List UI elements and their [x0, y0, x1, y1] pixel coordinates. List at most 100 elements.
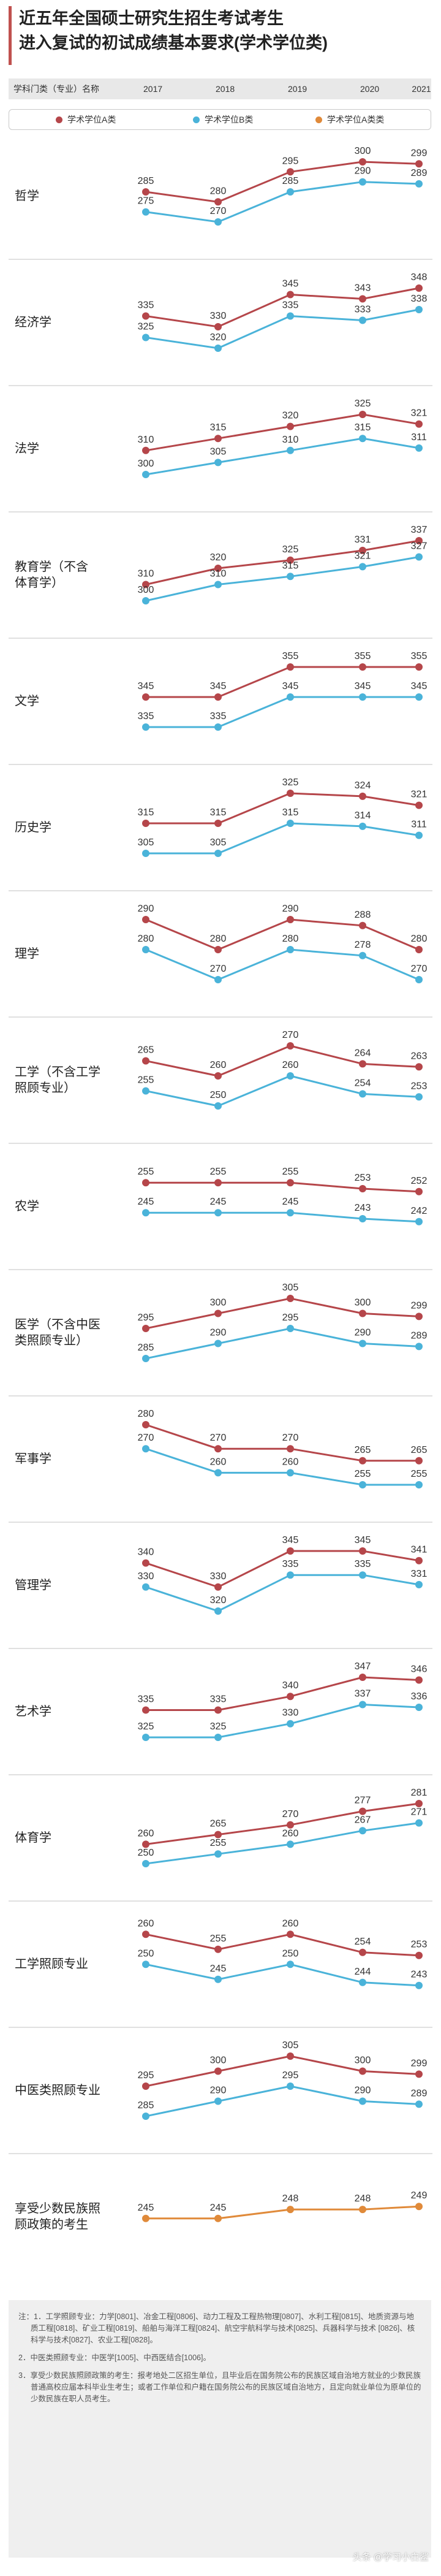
- data-label: 248: [282, 2193, 299, 2204]
- data-point: [415, 537, 423, 544]
- data-point: [359, 411, 366, 418]
- data-label: 280: [138, 934, 154, 944]
- data-label: 280: [138, 1409, 154, 1419]
- page-title-line-2: 进入复试的初试成绩基本要求(学术学位类): [19, 34, 328, 52]
- title-block: 近五年全国硕士研究生招生考试考生 进入复试的初试成绩基本要求(学术学位类): [9, 6, 431, 65]
- data-point: [214, 1072, 222, 1080]
- series-line: [145, 308, 420, 349]
- data-point: [214, 1339, 222, 1347]
- data-point: [287, 1961, 294, 1968]
- data-point: [415, 160, 423, 168]
- data-point: [287, 946, 294, 953]
- data-point: [214, 435, 222, 443]
- data-point: [415, 284, 423, 292]
- data-label: 331: [411, 1569, 428, 1579]
- category-label: 法学: [15, 441, 39, 455]
- data-point: [214, 218, 222, 226]
- data-point: [142, 208, 149, 216]
- data-label: 280: [282, 934, 299, 944]
- series-line: [145, 181, 420, 223]
- category-label: 文学: [15, 694, 39, 708]
- data-point: [142, 1706, 149, 1714]
- data-point: [287, 312, 294, 320]
- data-label: 263: [411, 1051, 428, 1061]
- data-label: 267: [355, 1815, 371, 1825]
- data-label: 255: [355, 1469, 371, 1479]
- data-point: [287, 790, 294, 797]
- data-point: [142, 1421, 149, 1428]
- data-label: 310: [282, 435, 299, 445]
- data-point: [214, 459, 222, 467]
- data-label: 245: [210, 1964, 227, 1974]
- data-point: [142, 820, 149, 827]
- data-label: 321: [411, 408, 428, 419]
- data-point: [415, 306, 423, 313]
- data-label: 252: [411, 1176, 428, 1186]
- data-point: [359, 1547, 366, 1555]
- data-label: 340: [138, 1547, 154, 1558]
- data-label: 290: [210, 1328, 227, 1338]
- data-label: 245: [138, 1197, 154, 1207]
- legend-label-minority: 学术学位A类类: [327, 115, 385, 124]
- data-label: 255: [282, 1167, 299, 1177]
- category-label: 管理学: [15, 1578, 51, 1592]
- data-point: [415, 831, 423, 839]
- data-label: 280: [411, 934, 428, 944]
- data-point: [359, 1948, 366, 1956]
- data-point: [359, 1060, 366, 1068]
- data-label: 330: [282, 1708, 299, 1718]
- data-label: 300: [355, 146, 371, 156]
- data-label: 337: [411, 525, 428, 535]
- data-point: [415, 1093, 423, 1101]
- data-label: 310: [138, 435, 154, 445]
- data-point: [142, 597, 149, 604]
- data-label: 290: [282, 904, 299, 914]
- data-point: [214, 1850, 222, 1858]
- data-point: [359, 693, 366, 701]
- data-point: [214, 1831, 222, 1839]
- data-label: 300: [355, 2056, 371, 2066]
- data-label: 295: [282, 156, 299, 166]
- data-point: [287, 1571, 294, 1579]
- data-point: [287, 1295, 294, 1302]
- data-point: [287, 1840, 294, 1848]
- data-point: [142, 2083, 149, 2090]
- data-label: 260: [210, 1457, 227, 1467]
- data-label: 335: [138, 1694, 154, 1705]
- data-point: [287, 916, 294, 923]
- category-label: 经济学: [15, 315, 51, 329]
- data-label: 299: [411, 2058, 428, 2068]
- data-point: [287, 820, 294, 827]
- data-label: 335: [138, 711, 154, 722]
- data-point: [214, 850, 222, 857]
- data-label: 346: [411, 1664, 428, 1675]
- data-label: 340: [282, 1680, 299, 1691]
- data-label: 290: [355, 1328, 371, 1338]
- data-label: 245: [138, 2203, 154, 2213]
- line-charts-svg: 哲学 285 280 295 300 299 275 270 285 290 289 经济学 335 33…: [9, 146, 432, 2231]
- category-label: 享受少数民族照: [15, 2201, 100, 2216]
- data-point: [415, 663, 423, 671]
- data-label: 270: [210, 964, 227, 974]
- legend-dot-b: [193, 116, 200, 123]
- data-label: 345: [282, 681, 299, 692]
- category-label: 顾政策的考生: [15, 2217, 88, 2231]
- data-label: 289: [411, 1330, 428, 1341]
- data-label: 338: [411, 294, 428, 304]
- data-point: [214, 1102, 222, 1110]
- data-label: 245: [282, 1197, 299, 1207]
- data-point: [214, 1209, 222, 1217]
- data-label: 315: [210, 422, 227, 433]
- data-point: [214, 2067, 222, 2075]
- data-point: [359, 435, 366, 443]
- data-point: [359, 1807, 366, 1815]
- data-point: [142, 693, 149, 701]
- data-label: 335: [282, 1559, 299, 1569]
- data-point: [287, 1179, 294, 1187]
- data-point: [287, 1469, 294, 1477]
- data-point: [214, 946, 222, 953]
- data-point: [415, 1676, 423, 1684]
- data-point: [415, 1819, 423, 1827]
- data-point: [415, 553, 423, 561]
- data-point: [287, 1693, 294, 1701]
